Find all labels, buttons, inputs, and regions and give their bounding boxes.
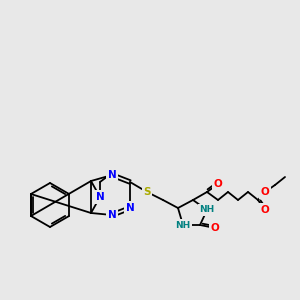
Text: S: S [143, 187, 151, 197]
Text: N: N [126, 203, 134, 213]
Text: O: O [261, 187, 269, 197]
Text: O: O [214, 179, 222, 189]
Text: N: N [108, 210, 116, 220]
Text: O: O [261, 205, 269, 215]
Text: O: O [211, 223, 219, 233]
Text: NH: NH [176, 220, 190, 230]
Text: N: N [108, 170, 116, 180]
Text: NH: NH [200, 206, 214, 214]
Text: N: N [96, 192, 104, 202]
